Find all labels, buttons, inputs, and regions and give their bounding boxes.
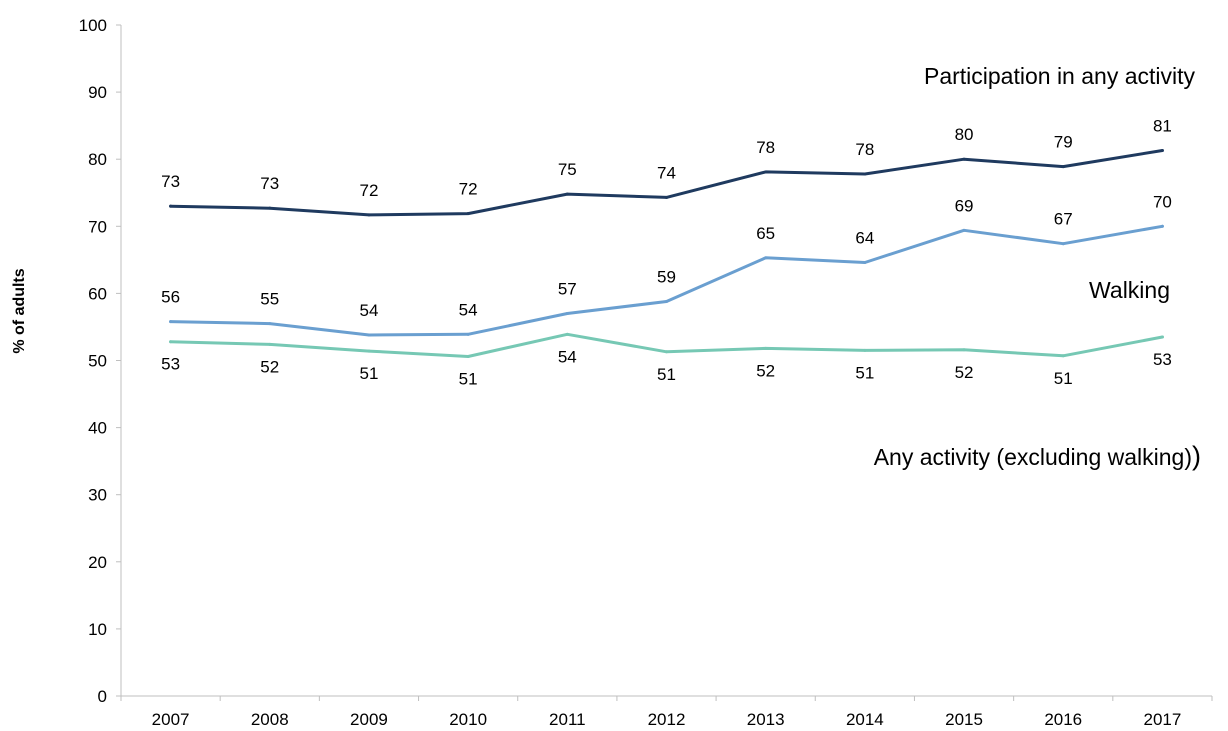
data-point — [764, 256, 768, 260]
data-label: 52 — [260, 357, 279, 376]
data-point — [665, 299, 668, 303]
x-tick-label: 2015 — [945, 710, 983, 729]
data-label: 51 — [1054, 369, 1073, 388]
data-point — [665, 350, 668, 354]
data-label: 64 — [855, 229, 874, 248]
data-label: 51 — [657, 365, 676, 384]
y-tick-label: 80 — [88, 150, 107, 169]
series-label-participation: Participation in any activity — [924, 63, 1196, 89]
data-label: 73 — [161, 172, 180, 191]
y-tick-label: 30 — [88, 486, 107, 505]
data-point — [367, 213, 371, 217]
data-label: 53 — [1153, 350, 1172, 369]
data-label: 78 — [855, 140, 874, 159]
x-tick-label: 2016 — [1044, 710, 1082, 729]
data-point — [962, 157, 966, 161]
data-point — [565, 312, 569, 316]
x-axis-ticks: 2007 2008 2009 2010 2011 2012 2013 2014 2015 2016… — [120, 696, 1213, 729]
series-label-walking: Walking — [1089, 277, 1170, 303]
y-tick-label: 90 — [88, 83, 107, 102]
data-point — [962, 348, 966, 352]
y-tick-label: 100 — [79, 16, 107, 35]
data-point — [1061, 354, 1065, 358]
data-point — [565, 332, 569, 336]
y-axis-ticks: 0 10 20 30 40 50 60 70 80 90 100 — [79, 16, 121, 706]
data-label: 72 — [459, 180, 478, 199]
data-label: 55 — [260, 290, 279, 309]
data-point — [466, 332, 470, 336]
y-tick-label: 50 — [88, 352, 107, 371]
data-label: 52 — [756, 361, 775, 380]
data-point — [962, 228, 966, 232]
series-lines — [169, 148, 1164, 358]
x-tick-label: 2007 — [152, 710, 190, 729]
y-axis-title: % of adults — [11, 268, 28, 353]
data-label: 81 — [1153, 116, 1172, 135]
data-label: 52 — [955, 363, 974, 382]
data-label: 67 — [1054, 210, 1073, 229]
data-point — [169, 340, 173, 344]
data-point — [1061, 242, 1065, 246]
x-tick-label: 2011 — [549, 710, 586, 729]
x-tick-label: 2010 — [449, 710, 487, 729]
y-tick-label: 0 — [98, 687, 107, 706]
data-point — [565, 192, 569, 196]
data-label: 80 — [955, 125, 974, 144]
data-label: 78 — [756, 138, 775, 157]
data-point — [1061, 165, 1065, 169]
data-point — [1160, 148, 1164, 152]
data-label: 51 — [855, 363, 874, 382]
data-label: 59 — [657, 267, 676, 286]
x-tick-label: 2017 — [1143, 710, 1181, 729]
x-tick-label: 2012 — [648, 710, 686, 729]
data-point — [268, 322, 272, 326]
data-label: 74 — [657, 163, 676, 182]
data-point — [268, 206, 272, 210]
x-tick-label: 2013 — [747, 710, 785, 729]
data-label: 54 — [359, 301, 378, 320]
data-point — [367, 349, 371, 353]
y-tick-label: 10 — [88, 620, 107, 639]
data-point — [764, 346, 768, 350]
data-label: 73 — [260, 174, 279, 193]
data-label: 51 — [459, 369, 478, 388]
data-label: 54 — [558, 347, 577, 366]
data-point — [863, 172, 867, 176]
data-point — [764, 170, 768, 174]
data-label: 70 — [1153, 192, 1172, 211]
data-label: 51 — [359, 364, 378, 383]
data-point — [268, 342, 272, 346]
series-line-0 — [169, 149, 1164, 217]
data-point — [466, 354, 470, 358]
data-label: 57 — [558, 280, 577, 299]
data-point — [1160, 335, 1164, 339]
data-point — [466, 212, 470, 216]
data-label: 53 — [161, 355, 180, 374]
x-tick-label: 2009 — [350, 710, 388, 729]
data-point — [863, 261, 867, 265]
data-label: 75 — [558, 160, 577, 179]
data-label: 69 — [955, 196, 974, 215]
data-point — [665, 195, 668, 199]
data-label: 65 — [756, 224, 775, 243]
data-point — [367, 333, 371, 337]
x-tick-label: 2014 — [846, 710, 884, 729]
y-tick-label: 20 — [88, 553, 107, 572]
data-label: 56 — [161, 288, 180, 307]
data-labels: 73 73 72 72 75 74 78 78 80 79 81 56 55 54 54 57 59 65 64 69… — [161, 116, 1172, 388]
y-tick-label: 70 — [88, 217, 107, 236]
data-label: 79 — [1054, 133, 1073, 152]
data-label: 54 — [459, 300, 478, 319]
data-point — [863, 348, 867, 352]
data-point — [169, 320, 173, 324]
data-point — [1160, 224, 1164, 228]
y-tick-label: 40 — [88, 419, 107, 438]
y-tick-label: 60 — [88, 284, 107, 303]
data-label: 72 — [359, 181, 378, 200]
series-label-any-activity-excl-walking: Any activity (excluding walking)) — [874, 441, 1201, 471]
x-tick-label: 2008 — [251, 710, 289, 729]
data-point — [169, 204, 173, 208]
